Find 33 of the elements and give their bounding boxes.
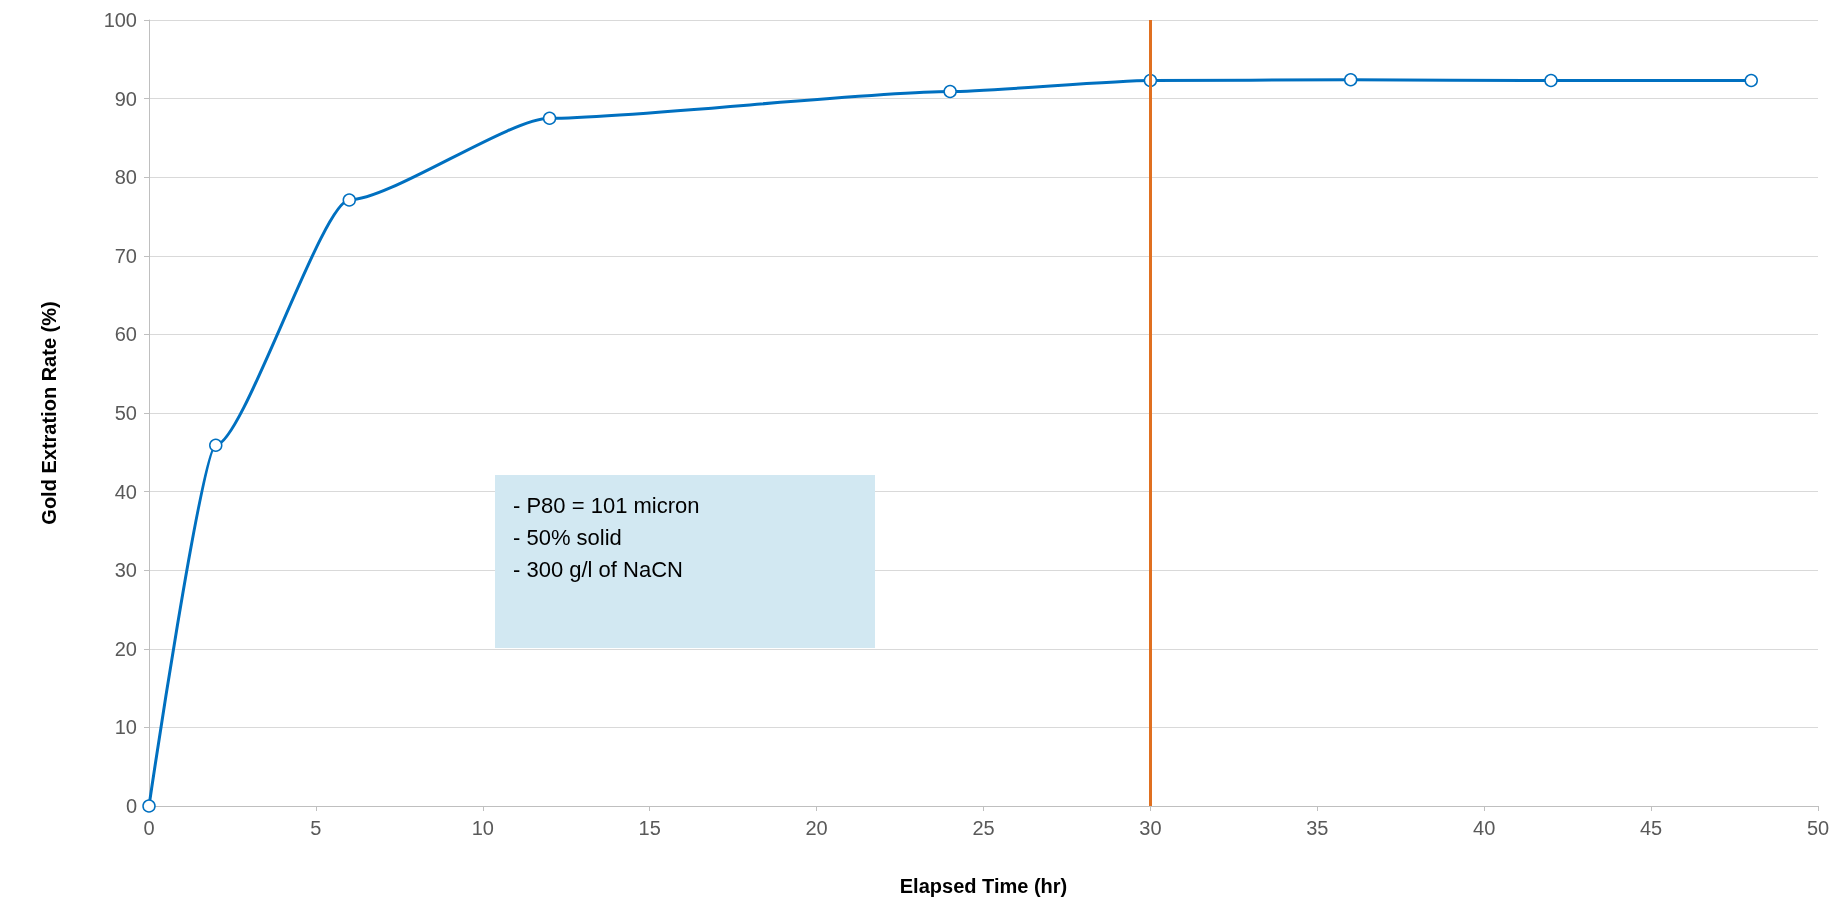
x-tick-label: 25 xyxy=(972,817,995,839)
y-tick-label: 40 xyxy=(114,480,137,503)
point xyxy=(1343,72,1358,87)
x-tick-label: 20 xyxy=(805,817,828,839)
point xyxy=(542,111,557,125)
y-tick-label: 100 xyxy=(103,9,137,31)
point xyxy=(943,84,957,99)
x-tick-label: 45 xyxy=(1639,817,1663,839)
point xyxy=(209,438,223,452)
point xyxy=(1544,73,1558,88)
y-tick-label: 20 xyxy=(114,637,137,660)
y-axis-title: Gold Extration Rate (%) xyxy=(38,301,60,525)
annotation: - P80 = 101 micron - 50% solid - 300 g/l of NaCN xyxy=(513,492,700,584)
x-tick-label: 40 xyxy=(1473,817,1496,839)
x-tick-label: 5 xyxy=(310,817,322,839)
y-tick-label: 30 xyxy=(114,559,137,582)
y-tick-label: 90 xyxy=(114,87,137,110)
x-tick-label: 30 xyxy=(1139,817,1162,839)
y-tick-label: 0 xyxy=(125,795,137,817)
point xyxy=(342,193,357,207)
x-axis-title: Elapsed Time (hr) xyxy=(899,875,1068,897)
x-tick-label: 50 xyxy=(1806,817,1830,839)
x-tick-label: 35 xyxy=(1306,817,1329,839)
y-tick-label: 10 xyxy=(114,716,137,739)
x-tick-label: 0 xyxy=(143,817,155,839)
x-tick-label: 15 xyxy=(638,817,661,839)
x-tick-label: 10 xyxy=(471,817,494,839)
y-tick-label: 60 xyxy=(114,323,137,346)
y-tick-label: 50 xyxy=(114,402,137,424)
point xyxy=(142,799,156,813)
y-tick-label: 80 xyxy=(114,166,137,189)
point xyxy=(1744,73,1758,88)
y-tick-label: 70 xyxy=(114,244,137,267)
